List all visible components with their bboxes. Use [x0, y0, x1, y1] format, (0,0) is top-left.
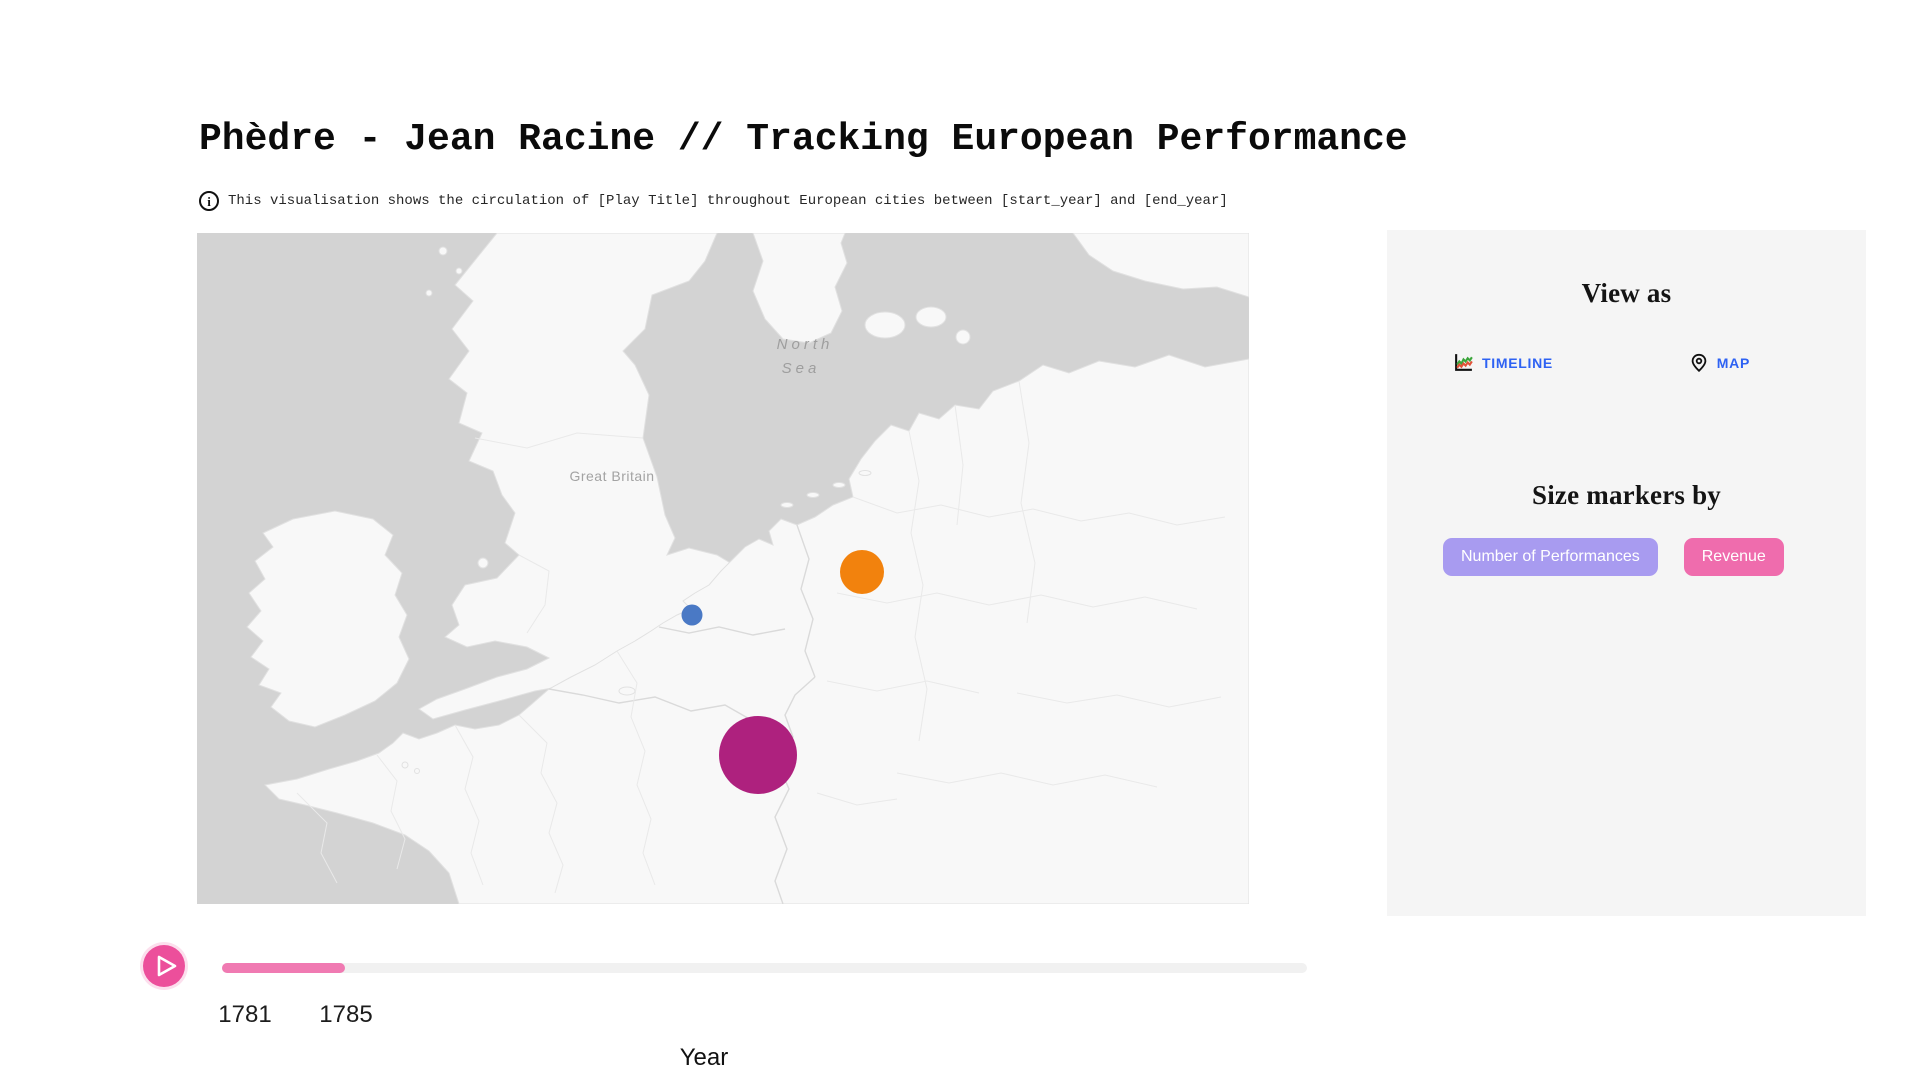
view-option-timeline[interactable]: TIMELINE — [1453, 352, 1553, 373]
land-danish-isle — [915, 306, 947, 328]
timeline-current-year: 1785 — [319, 1001, 373, 1028]
city-marker[interactable] — [840, 550, 884, 594]
land-isle — [438, 246, 448, 256]
land-jutland — [752, 233, 848, 344]
info-note: i This visualisation shows the circulati… — [199, 191, 1228, 211]
page-title: Phèdre - Jean Racine // Tracking Europea… — [199, 118, 1408, 161]
map-pin-icon — [1691, 353, 1707, 372]
land-isle — [455, 267, 463, 275]
land-isle — [425, 289, 433, 297]
view-option-map[interactable]: MAP — [1689, 353, 1750, 373]
land-isle-of-wight — [618, 686, 636, 696]
map-panel[interactable]: North Sea Great Britain — [197, 233, 1249, 904]
city-marker[interactable] — [719, 716, 797, 794]
view-option-label: MAP — [1716, 354, 1750, 371]
map-markers-layer — [681, 550, 884, 794]
land-frisian-isle — [858, 470, 872, 476]
europe-map-svg[interactable]: North Sea Great Britain — [197, 233, 1249, 904]
view-options-row: TIMELINE MAP — [1453, 352, 1750, 373]
land-danish-isle — [955, 329, 971, 345]
view-as-heading: View as — [1581, 278, 1672, 308]
view-option-label: TIMELINE — [1482, 354, 1553, 371]
sea-label-north: North — [777, 336, 834, 353]
land-sweden — [1072, 233, 1249, 298]
land-frisian-isle — [780, 502, 794, 508]
land-great-britain — [418, 233, 758, 720]
land-danish-isle — [864, 311, 906, 339]
timeline-axis-label: Year — [679, 1044, 729, 1071]
land-frisian-isle — [832, 482, 846, 488]
size-button-performances[interactable]: Number of Performances — [1443, 538, 1658, 576]
size-buttons-row: Number of Performances Revenue — [1443, 538, 1784, 576]
timeline-start-year: 1781 — [218, 1001, 272, 1028]
sidebar: View as TIMELINE MAP Size markers by — [1387, 230, 1866, 916]
land-channel-isle — [414, 768, 420, 774]
sea-label-sea: Sea — [782, 360, 821, 377]
timeline-progress-fill — [222, 963, 345, 973]
timeline-slider-track[interactable] — [222, 963, 1307, 973]
play-icon — [157, 955, 177, 977]
size-button-revenue[interactable]: Revenue — [1683, 538, 1784, 576]
land-ireland — [246, 510, 410, 728]
city-marker[interactable] — [681, 604, 703, 626]
info-text: This visualisation shows the circulation… — [228, 193, 1228, 209]
land-channel-isle — [401, 761, 409, 769]
play-button[interactable] — [143, 945, 185, 987]
region-label-great-britain: Great Britain — [569, 468, 654, 484]
landmasses — [246, 233, 1249, 904]
info-icon: i — [199, 191, 219, 211]
land-isle — [477, 557, 489, 569]
land-frisian-isle — [806, 492, 820, 498]
size-markers-heading: Size markers by — [1532, 480, 1721, 510]
line-chart-icon — [1455, 354, 1473, 371]
